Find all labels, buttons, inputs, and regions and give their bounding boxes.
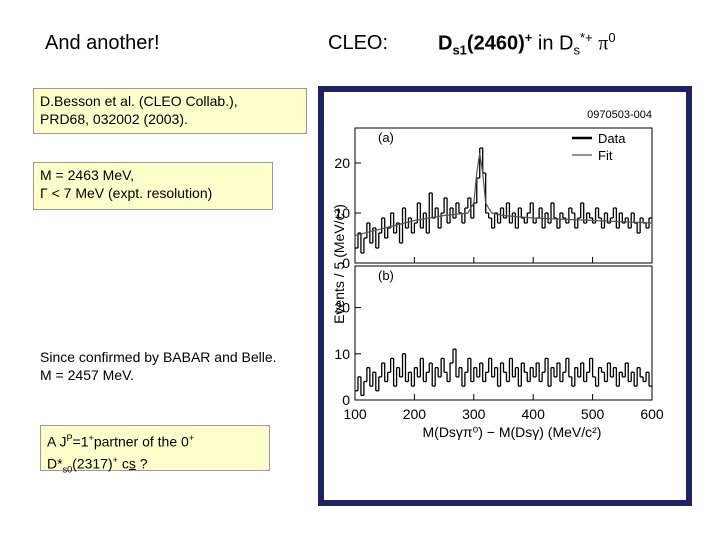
slide-title: And another! — [45, 32, 160, 54]
note: Since confirmed by BABAR and Belle. M = … — [40, 348, 277, 384]
x-tick-label: 200 — [403, 406, 427, 422]
partner-line: A JP=1+partner of the 0+ — [47, 429, 263, 451]
partner-box: A JP=1+partner of the 0+ D*s0(2317)+ cs … — [40, 425, 270, 474]
panel-frame — [354, 127, 653, 264]
histogram-steps — [357, 349, 650, 396]
x-axis-label: M(Dsγπ⁰) − M(Dsγ) (MeV/c²) — [423, 424, 602, 440]
heading-part: *+ — [579, 30, 593, 45]
y-tick-label: 0 — [342, 392, 350, 408]
panel-frame — [354, 265, 653, 401]
x-tick-label: 300 — [462, 406, 486, 422]
heading-part: (2460) — [466, 32, 525, 55]
y-tick-label: 10 — [334, 346, 350, 362]
legend-label: Fit — [598, 148, 613, 163]
heading-part: + — [524, 30, 533, 45]
fit-line — [354, 152, 653, 237]
heading-part: in — [537, 32, 554, 55]
txt: + — [188, 433, 195, 443]
txt: partner of the 0 — [93, 433, 189, 450]
txt: =1 — [72, 433, 89, 450]
txt: + — [112, 454, 118, 465]
txt: (2317) — [72, 455, 113, 472]
y-tick-label: 0 — [342, 255, 350, 271]
txt: D* — [47, 455, 63, 472]
ref-line: PRD68, 032002 (2003). — [40, 111, 188, 127]
ref-line: D.Besson et al. (CLEO Collab.), — [40, 93, 238, 109]
mass-box: M = 2463 MeV, Γ < 7 MeV (expt. resolutio… — [33, 162, 273, 210]
mass-line: Γ < 7 MeV (expt. resolution) — [40, 185, 213, 201]
txt: P — [66, 433, 73, 443]
y-axis-label: Events / 5 (MeV/c²) — [331, 204, 347, 324]
note-line: Since confirmed by BABAR and Belle. — [40, 349, 277, 365]
heading-part: D — [438, 32, 453, 55]
figure-background — [324, 92, 686, 500]
panel-label: (a) — [378, 130, 394, 145]
txt: s — [128, 455, 136, 472]
txt: s0 — [62, 464, 73, 475]
y-tick-label: 20 — [334, 300, 350, 316]
heading: Ds1(2460)+ in Ds*+ π0 — [438, 30, 616, 58]
txt: ? — [135, 455, 148, 472]
x-tick-label: 100 — [343, 406, 367, 422]
heading-part: D — [559, 32, 574, 55]
txt: c — [117, 455, 129, 472]
heading-part: s1 — [452, 42, 467, 58]
partner-line: D*s0(2317)+ cs ? — [47, 451, 263, 478]
legend-label: Data — [598, 131, 626, 146]
ref-box: D.Besson et al. (CLEO Collab.), PRD68, 0… — [33, 88, 307, 134]
panel-label: (b) — [378, 268, 394, 283]
note-line: M = 2457 MeV. — [40, 367, 135, 383]
txt: A J — [47, 433, 67, 450]
heading-label: CLEO: — [328, 32, 389, 54]
y-tick-label: 20 — [334, 155, 350, 171]
x-tick-label: 500 — [581, 406, 605, 422]
x-tick-label: 600 — [640, 406, 664, 422]
y-tick-label: 10 — [334, 205, 350, 221]
txt: + — [88, 433, 94, 443]
heading-part: π — [598, 32, 609, 55]
heading-part: 0 — [608, 30, 616, 45]
heading-part: s — [573, 42, 580, 58]
mass-line: M = 2463 MeV, — [40, 167, 135, 183]
x-tick-label: 400 — [522, 406, 546, 422]
histogram-steps — [357, 148, 650, 253]
figure-id: 0970503-004 — [587, 109, 652, 121]
